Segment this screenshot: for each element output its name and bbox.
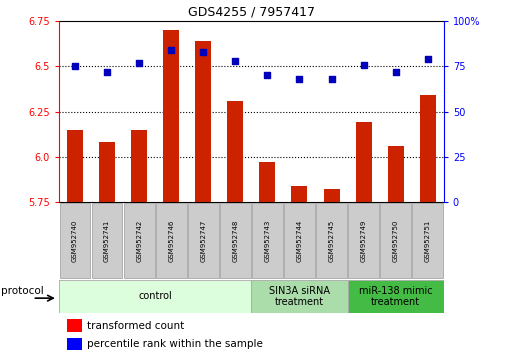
Text: GSM952743: GSM952743: [264, 219, 270, 262]
Bar: [420, 95, 436, 202]
Point: [360, 62, 368, 67]
Point: [231, 58, 240, 64]
Bar: [388, 146, 404, 202]
Point: [103, 69, 111, 75]
Point: [263, 73, 271, 78]
Text: GSM952750: GSM952750: [392, 219, 399, 262]
Bar: [348, 280, 444, 313]
Bar: [195, 41, 211, 202]
Text: GSM952751: GSM952751: [425, 219, 431, 262]
Bar: [131, 130, 147, 202]
Bar: [60, 203, 90, 278]
Point: [295, 76, 304, 82]
Bar: [67, 130, 83, 202]
Bar: [67, 319, 82, 332]
Point: [424, 56, 432, 62]
Point: [135, 60, 143, 65]
Point: [71, 64, 79, 69]
Bar: [291, 185, 307, 202]
Bar: [316, 203, 347, 278]
Text: GSM952746: GSM952746: [168, 219, 174, 262]
Text: GSM952748: GSM952748: [232, 219, 239, 262]
Bar: [220, 203, 251, 278]
Bar: [156, 203, 187, 278]
Point: [391, 69, 400, 75]
Title: GDS4255 / 7957417: GDS4255 / 7957417: [188, 6, 315, 19]
Bar: [92, 203, 123, 278]
Point: [199, 49, 207, 55]
Text: percentile rank within the sample: percentile rank within the sample: [87, 339, 263, 349]
Text: protocol: protocol: [1, 286, 44, 296]
Bar: [59, 280, 251, 313]
Point: [327, 76, 336, 82]
Bar: [124, 203, 154, 278]
Bar: [324, 189, 340, 202]
Bar: [356, 122, 371, 202]
Bar: [188, 203, 219, 278]
Bar: [260, 162, 275, 202]
Bar: [227, 101, 243, 202]
Text: miR-138 mimic
treatment: miR-138 mimic treatment: [359, 286, 432, 307]
Bar: [67, 338, 82, 350]
Text: GSM952744: GSM952744: [297, 219, 303, 262]
Text: GSM952747: GSM952747: [200, 219, 206, 262]
Bar: [163, 30, 179, 202]
Bar: [284, 203, 315, 278]
Bar: [251, 280, 348, 313]
Bar: [380, 203, 411, 278]
Bar: [252, 203, 283, 278]
Text: GSM952740: GSM952740: [72, 219, 78, 262]
Text: transformed count: transformed count: [87, 320, 185, 331]
Point: [167, 47, 175, 53]
Bar: [99, 142, 115, 202]
Text: control: control: [139, 291, 172, 302]
Text: GSM952749: GSM952749: [361, 219, 367, 262]
Bar: [348, 203, 379, 278]
Bar: [412, 203, 443, 278]
Text: SIN3A siRNA
treatment: SIN3A siRNA treatment: [269, 286, 330, 307]
Text: GSM952745: GSM952745: [328, 219, 334, 262]
Text: GSM952741: GSM952741: [104, 219, 110, 262]
Text: GSM952742: GSM952742: [136, 219, 142, 262]
